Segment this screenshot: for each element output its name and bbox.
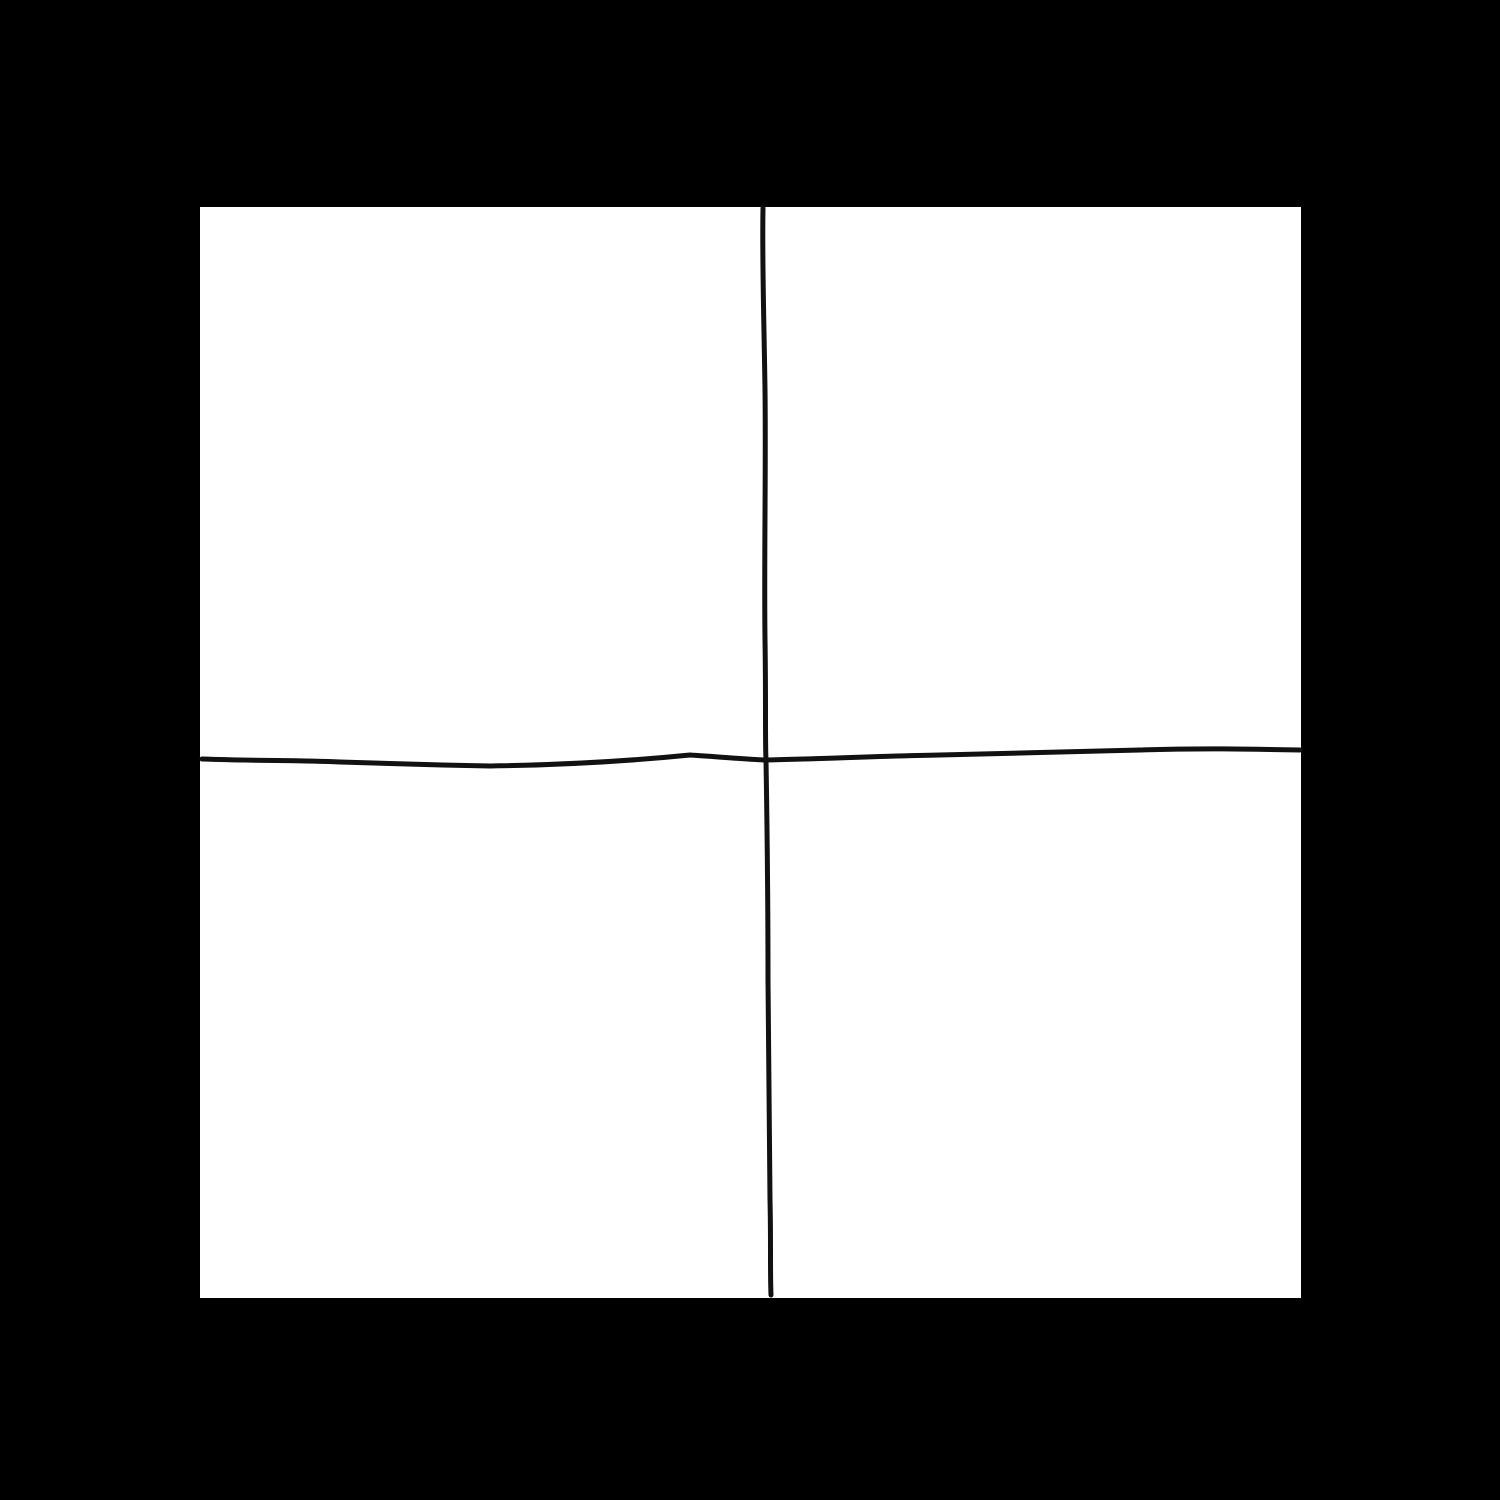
vertical-divider-line: [760, 205, 774, 1298]
horizontal-divider-line: [199, 746, 1303, 769]
